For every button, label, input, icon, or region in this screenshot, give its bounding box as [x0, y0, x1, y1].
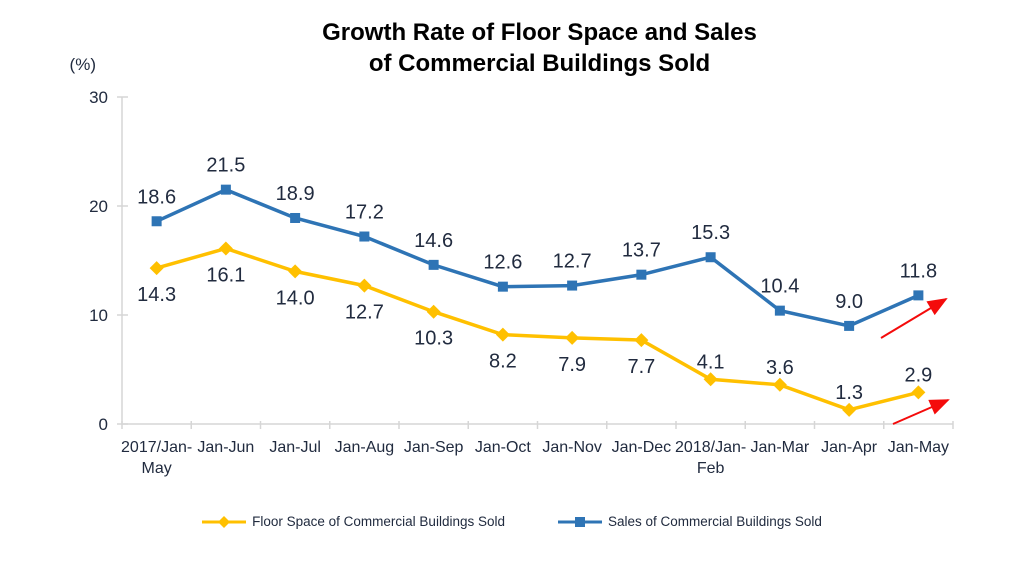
x-axis-label: Jan-Apr [821, 439, 878, 456]
sales-series-icon [557, 515, 603, 529]
sales-series-line [155, 187, 920, 328]
x-axis-label: Jan-May [888, 439, 949, 456]
data-point-marker [290, 212, 301, 223]
chart-legend: Floor Space of Commercial Buildings Sold… [0, 514, 1023, 529]
data-point-label: 21.5 [206, 155, 245, 177]
x-axis-label: Jan-Sep [404, 439, 464, 456]
data-point-label: 10.3 [414, 328, 453, 350]
x-axis-label: May [142, 460, 172, 477]
data-point-label: 16.1 [206, 265, 245, 287]
data-point-label: 15.3 [691, 222, 730, 244]
data-point-marker [844, 320, 855, 331]
x-axis-label: Feb [697, 460, 725, 477]
data-point-label: 18.9 [276, 183, 315, 205]
x-axis-label: Jan-Jul [269, 439, 321, 456]
data-point-label: 12.7 [345, 302, 384, 324]
x-axis-label: Jan-Oct [475, 439, 532, 456]
data-point-marker [426, 304, 441, 319]
y-axis-label: 30 [89, 88, 108, 107]
y-axis-unit-label: (%) [69, 55, 96, 74]
floor-space-series-line [156, 246, 919, 412]
data-point-marker [772, 377, 787, 392]
data-point-label: 10.4 [760, 276, 799, 298]
data-point-label: 11.8 [900, 260, 937, 282]
x-axis-label: Jan-Jun [197, 439, 254, 456]
data-point-marker [495, 327, 510, 342]
data-point-label: 1.3 [835, 382, 863, 404]
legend-item-sales: Sales of Commercial Buildings Sold [557, 514, 822, 529]
x-axis-label: Jan-Nov [542, 439, 602, 456]
data-point-marker [497, 281, 508, 292]
x-axis-label: 2018/Jan- [675, 439, 746, 456]
legend-label-floor-space: Floor Space of Commercial Buildings Sold [252, 514, 505, 529]
data-point-marker [359, 231, 370, 242]
data-point-marker [149, 261, 164, 276]
legend-label-sales: Sales of Commercial Buildings Sold [608, 514, 822, 529]
data-point-label: 4.1 [697, 351, 725, 373]
trend-arrow-icon [892, 399, 950, 425]
data-point-marker [634, 333, 649, 348]
x-axis-label: Jan-Aug [335, 439, 395, 456]
data-point-label: 2.9 [904, 364, 932, 386]
data-point-marker [703, 372, 718, 387]
data-point-label: 14.0 [276, 287, 315, 309]
data-point-marker [151, 216, 162, 227]
data-point-marker [218, 241, 233, 256]
data-point-marker [911, 385, 926, 400]
data-point-marker [220, 184, 231, 195]
data-point-label: 8.2 [489, 351, 517, 373]
data-point-marker [288, 264, 303, 279]
data-point-label: 3.6 [766, 357, 794, 379]
data-point-marker [705, 252, 716, 263]
trend-arrow-icon [880, 297, 948, 339]
x-axis-label: Jan-Mar [751, 439, 810, 456]
axis-lines [121, 97, 953, 425]
y-axis-label: 20 [89, 197, 108, 216]
chart-title: Growth Rate of Floor Space and Sales of … [56, 17, 1023, 79]
y-axis-label: 10 [89, 306, 108, 325]
data-point-label: 13.7 [622, 240, 661, 262]
chart-title-line1: Growth Rate of Floor Space and Sales [322, 19, 757, 46]
data-point-label: 12.6 [483, 252, 522, 274]
data-point-marker [567, 280, 578, 291]
data-point-label: 17.2 [345, 202, 384, 224]
y-axis-label: 0 [99, 415, 108, 434]
data-point-marker [428, 259, 439, 270]
data-point-label: 14.6 [414, 230, 453, 252]
data-point-label: 7.9 [558, 354, 586, 376]
data-point-marker [636, 269, 647, 280]
data-point-marker [565, 330, 580, 345]
data-point-marker [774, 305, 785, 316]
data-point-marker [842, 402, 857, 417]
data-point-label: 7.7 [627, 356, 655, 378]
data-point-label: 12.7 [553, 251, 592, 273]
data-point-label: 18.6 [137, 186, 176, 208]
legend-item-floor-space: Floor Space of Commercial Buildings Sold [201, 514, 505, 529]
floor-space-series-icon [201, 515, 247, 529]
chart-title-line2: of Commercial Buildings Sold [368, 50, 711, 77]
data-point-marker [913, 290, 924, 301]
data-point-marker [357, 278, 372, 293]
x-axis-label: 2017/Jan- [121, 439, 192, 456]
data-point-label: 9.0 [835, 291, 863, 313]
x-axis-label: Jan-Dec [612, 439, 672, 456]
data-point-label: 14.3 [137, 284, 176, 306]
